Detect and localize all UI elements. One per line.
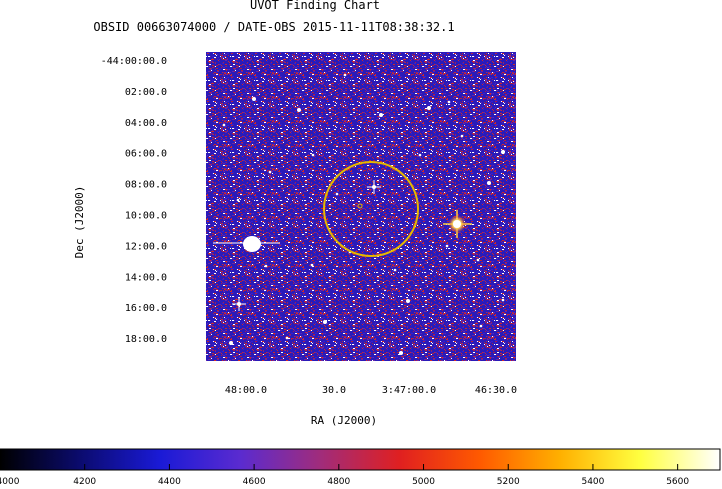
- star: [393, 268, 397, 272]
- chart-title: UVOT Finding Chart: [250, 0, 380, 12]
- star: [476, 258, 480, 262]
- y-axis-label: Dec (J2000): [73, 186, 86, 259]
- bright-star: [443, 210, 472, 238]
- star: [445, 244, 449, 248]
- star: [406, 299, 410, 303]
- star: [479, 324, 483, 328]
- y-tick-label: 12:00.0: [125, 241, 167, 252]
- image-noise: [206, 52, 516, 361]
- star: [252, 97, 256, 101]
- colorbar-tick-label: 4200: [73, 477, 96, 487]
- saturated-source: [213, 236, 280, 252]
- star: [487, 181, 491, 185]
- star: [501, 150, 505, 154]
- star: [264, 264, 268, 268]
- small-star-1: [232, 297, 246, 311]
- y-tick-label: 16:00.0: [125, 303, 167, 314]
- colorbar-tick-label: 4600: [243, 477, 266, 487]
- star: [343, 73, 347, 77]
- colorbar-tick-label: 5400: [581, 477, 604, 487]
- star: [501, 298, 505, 302]
- colorbar-tick-label: 5600: [666, 477, 689, 487]
- colorbar: 4000 4200 4400 4600 4800 5000 5200 5400 5600: [0, 448, 721, 487]
- x-tick-label: 46:30.0: [475, 385, 517, 396]
- y-tick-label: 10:00.0: [125, 211, 167, 222]
- colorbar-tick-label: 5000: [412, 477, 435, 487]
- x-tick-label: 30.0: [322, 385, 346, 396]
- star: [310, 263, 314, 267]
- image-frame: [206, 52, 516, 361]
- source-circle: [323, 161, 419, 257]
- star: [418, 153, 422, 157]
- y-tick-label: 18:00.0: [125, 334, 167, 345]
- star: [311, 153, 315, 157]
- star: [222, 123, 226, 127]
- y-tick-label: 02:00.0: [125, 87, 167, 98]
- y-tick-label: 06:00.0: [125, 149, 167, 160]
- star: [335, 192, 339, 196]
- chart-subtitle: OBSID 00663074000 / DATE-OBS 2015-11-11T…: [93, 20, 454, 34]
- star: [427, 106, 431, 110]
- star: [460, 134, 464, 138]
- star: [399, 351, 403, 355]
- y-tick-label: 04:00.0: [125, 118, 167, 129]
- colorbar-gradient-bar: [0, 448, 721, 471]
- star: [285, 336, 289, 340]
- y-axis-ticks: -44:00:00.0 02:00.0 04:00.0 06:00.0 08:00.0 1…: [101, 56, 167, 345]
- colorbar-tick-label: 4400: [158, 477, 181, 487]
- colorbar-tick-label: 4800: [327, 477, 350, 487]
- x-tick-label: 3:47:00.0: [382, 385, 436, 396]
- star: [297, 108, 301, 112]
- star: [379, 113, 383, 117]
- star-layer: [222, 73, 505, 355]
- y-tick-label: 14:00.0: [125, 272, 167, 283]
- y-tick-label: -44:00:00.0: [101, 56, 167, 67]
- colorbar-tick-label: 5200: [497, 477, 520, 487]
- colorbar-tick-label: 4000: [0, 477, 20, 487]
- star: [447, 100, 451, 104]
- x-axis-ticks: 48:00.0 30.0 3:47:00.0 46:30.0: [225, 385, 517, 396]
- star: [323, 320, 327, 324]
- star: [268, 170, 272, 174]
- colorbar-ticks: 4000 4200 4400 4600 4800 5000 5200 5400 5600: [0, 464, 689, 487]
- x-axis-label: RA (J2000): [311, 414, 377, 427]
- x-tick-label: 48:00.0: [225, 385, 267, 396]
- star: [229, 341, 233, 345]
- star: [236, 198, 240, 202]
- target-star: [367, 180, 381, 194]
- y-tick-label: 08:00.0: [125, 180, 167, 191]
- center-marker: [357, 203, 363, 209]
